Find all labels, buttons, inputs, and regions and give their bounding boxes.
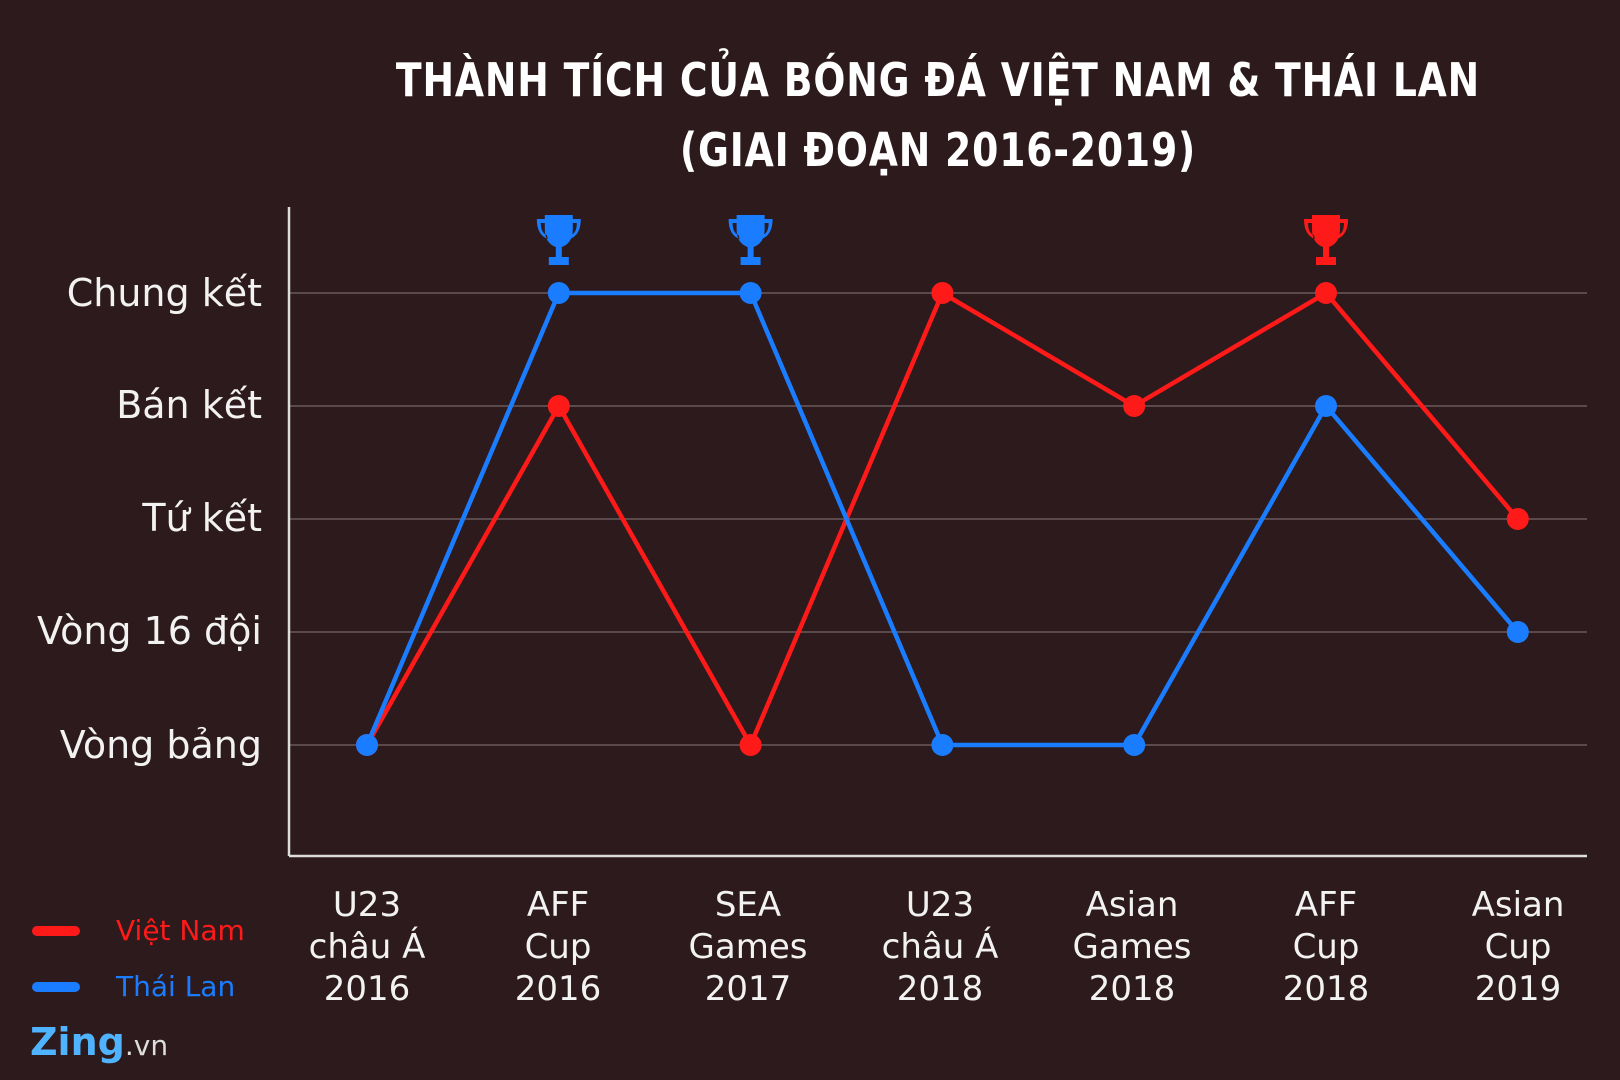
y-tick-label: Bán kết	[116, 383, 262, 427]
legend-swatch	[32, 981, 80, 992]
data-point	[739, 282, 762, 304]
legend-item-vietnam: Việt Nam	[32, 914, 245, 947]
legend-item-thailand: Thái Lan	[32, 970, 235, 1003]
data-point	[547, 395, 570, 417]
data-point	[1315, 282, 1337, 304]
data-point	[1506, 621, 1529, 643]
data-point	[931, 282, 954, 304]
trophy-icon	[1304, 215, 1348, 265]
x-tick-label: Asian Games 2018	[1072, 885, 1192, 1009]
zing-logo: Zing.vn	[30, 1020, 168, 1068]
chart-title: THÀNH TÍCH CỦA BÓNG ĐÁ VIỆT NAM & THÁI L…	[395, 53, 1481, 107]
legend-label: Thái Lan	[116, 970, 236, 1003]
data-point	[1315, 395, 1337, 417]
y-tick-label: Chung kết	[66, 271, 262, 315]
legend-swatch	[32, 925, 80, 936]
data-point	[931, 734, 954, 756]
x-tick-label: U23 châu Á 2016	[308, 885, 426, 1009]
x-tick-label: AFF Cup 2016	[514, 885, 602, 1009]
y-tick-label: Vòng 16 đội	[37, 609, 262, 653]
x-tick-label: SEA Games 2017	[688, 885, 808, 1009]
trophy-icon	[536, 215, 581, 265]
trophy-icon	[728, 215, 773, 265]
data-point	[1123, 395, 1146, 417]
data-point	[1506, 508, 1529, 530]
chart-subtitle: (GIAI ĐOẠN 2016-2019)	[679, 123, 1197, 177]
x-tick-label: AFF Cup 2018	[1282, 885, 1370, 1009]
data-point	[1123, 734, 1146, 756]
data-point	[547, 282, 570, 304]
legend-label: Việt Nam	[116, 914, 245, 947]
logo-text: Zing	[30, 1020, 125, 1064]
y-tick-label: Tứ kết	[142, 496, 262, 540]
x-tick-label: Asian Cup 2019	[1471, 885, 1565, 1009]
data-point	[739, 734, 762, 756]
data-point	[356, 734, 378, 756]
logo-suffix: .vn	[124, 1029, 169, 1062]
y-tick-label: Vòng bảng	[59, 723, 262, 767]
x-tick-label: U23 châu Á 2018	[881, 885, 999, 1009]
